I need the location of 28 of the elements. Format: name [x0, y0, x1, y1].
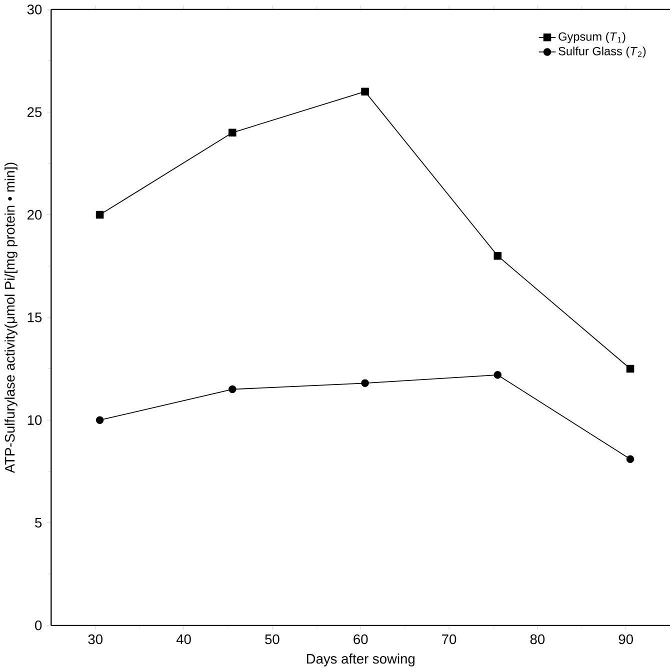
x-tick-label: 40 — [176, 634, 192, 644]
point — [96, 210, 104, 219]
y-tick-label: 30 — [28, 4, 42, 14]
point — [494, 252, 502, 260]
point — [228, 128, 236, 137]
y-tick-label: 5 — [35, 518, 42, 528]
point — [96, 416, 104, 424]
legend-label: Sulfur Glass (T$_{2}$) — [558, 46, 646, 58]
point — [361, 379, 370, 388]
point — [626, 364, 634, 373]
y-tick-label: 15 — [28, 312, 42, 322]
y-axis-title: ATP-Sulfurylase activity(μmol Pi/[mg protein • min]) — [4, 162, 18, 474]
x-axis-title: Days after sowing — [307, 654, 415, 666]
x-tick-label: 50 — [265, 634, 280, 644]
x-tick-label: 80 — [530, 634, 545, 644]
y-tick-label: 25 — [28, 107, 42, 118]
y-tick-label: 0 — [35, 620, 42, 630]
x-tick-label: 60 — [354, 634, 368, 644]
x-tick-label: 90 — [619, 634, 634, 644]
x-tick-label: 30 — [88, 634, 103, 644]
y-tick-label: 10 — [28, 415, 42, 425]
legend-label: Gypsum (T$_{1}$) — [558, 32, 626, 44]
x-tick-label: 70 — [442, 634, 456, 644]
y-tick-label: 20 — [28, 210, 42, 220]
point — [361, 88, 370, 96]
point — [228, 385, 236, 394]
point — [626, 455, 634, 463]
point — [494, 371, 502, 379]
